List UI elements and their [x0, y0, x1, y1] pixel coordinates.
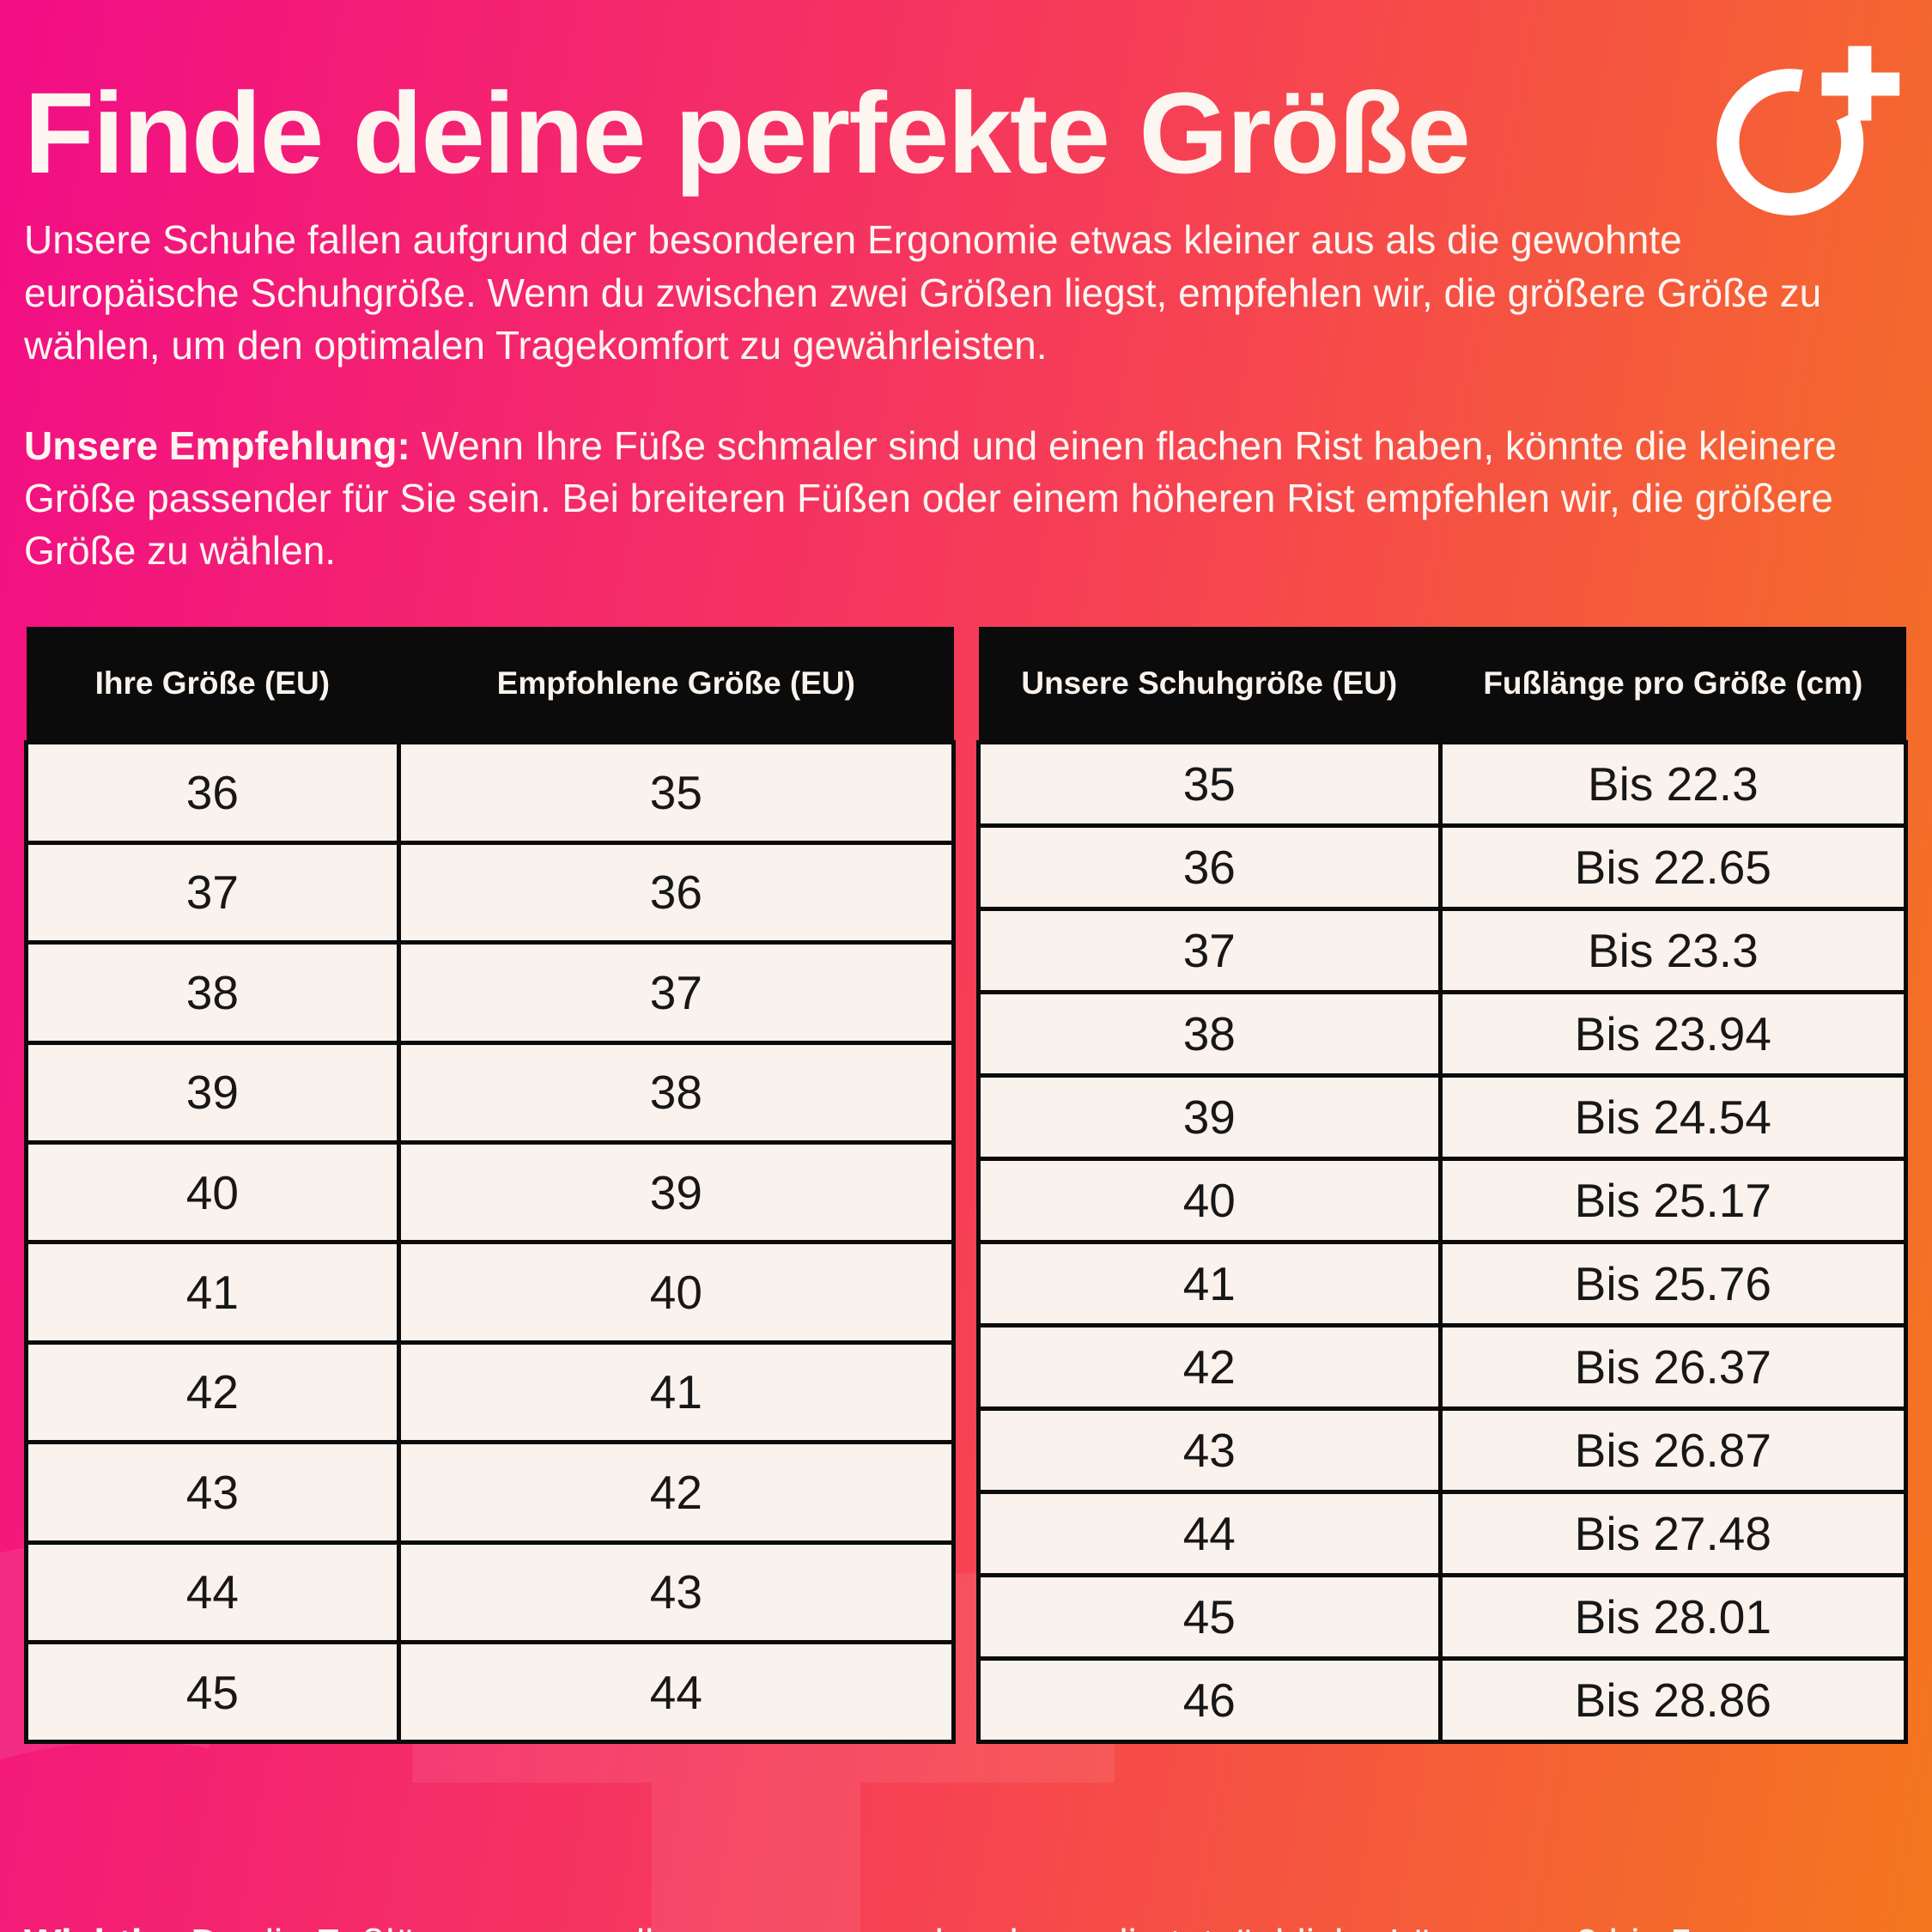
table-cell: 42	[396, 1440, 957, 1545]
table-cell: 36	[976, 823, 1443, 912]
table-row: 44 43	[24, 1540, 957, 1644]
table-cell: Bis 27.48	[1437, 1490, 1909, 1578]
table-cell: 38	[24, 940, 401, 1045]
column-header-our-shoe-size: Unsere Schuhgröße (EU)	[978, 627, 1441, 743]
table-cell: Bis 28.01	[1437, 1573, 1909, 1662]
table-cell: 43	[396, 1540, 957, 1644]
table-row: 37 36	[24, 840, 957, 945]
table-row: 37 Bis 23.3	[976, 907, 1909, 995]
important-note: Wichtig: Da die Fußlängen manuell gemess…	[24, 1916, 1908, 1932]
table-row: 40 Bis 25.17	[976, 1157, 1909, 1245]
table-row: 36 35	[24, 740, 957, 845]
table-cell: 36	[24, 740, 401, 845]
table-row: 44 Bis 27.48	[976, 1490, 1909, 1578]
table-cell: Bis 26.37	[1437, 1323, 1909, 1412]
table-cell: 35	[976, 740, 1443, 829]
table-row: 36 Bis 22.65	[976, 823, 1909, 912]
column-header-foot-length: Fußlänge pro Größe (cm)	[1440, 627, 1906, 743]
table-row: 41 40	[24, 1240, 957, 1345]
table-cell: 37	[976, 907, 1443, 995]
recommendation-label: Unsere Empfehlung:	[24, 422, 410, 468]
foot-length-table: Unsere Schuhgröße (EU) Fußlänge pro Größ…	[976, 627, 1909, 1745]
table-header-row: Unsere Schuhgröße (EU) Fußlänge pro Größ…	[978, 627, 1906, 743]
page-title: Finde deine perfekte Größe	[24, 70, 1471, 197]
table-row: 45 44	[24, 1639, 957, 1745]
table-row: 42 41	[24, 1340, 957, 1445]
table-row: 41 Bis 25.76	[976, 1240, 1909, 1328]
table-row: 38 37	[24, 940, 957, 1045]
table-cell: 42	[976, 1323, 1443, 1412]
table-cell: 41	[396, 1340, 957, 1445]
table-cell: 35	[396, 740, 957, 845]
table-cell: Bis 26.87	[1437, 1406, 1909, 1495]
table-row: 43 Bis 26.87	[976, 1406, 1909, 1495]
table-cell: 38	[976, 990, 1443, 1078]
table-body: 36 35 37 36 38 37 39 38 40 39 41 40 42 41 43 42 44 43 45 44	[24, 740, 957, 1745]
circle-plus-logo-icon	[1716, 46, 1900, 216]
intro-paragraph: Unsere Schuhe fallen aufgrund der besond…	[24, 214, 1908, 372]
table-cell: Bis 22.3	[1437, 740, 1909, 829]
intro-text: Unsere Schuhe fallen aufgrund der besond…	[24, 217, 1822, 368]
table-cell: 45	[976, 1573, 1443, 1662]
table-cell: 36	[396, 840, 957, 945]
column-header-your-size: Ihre Größe (EU)	[26, 627, 399, 743]
table-cell: Bis 22.65	[1437, 823, 1909, 912]
table-cell: Bis 25.76	[1437, 1240, 1909, 1328]
table-cell: 37	[396, 940, 957, 1045]
column-header-recommended-size: Empfohlene Größe (EU)	[398, 627, 954, 743]
table-cell: Bis 23.94	[1437, 990, 1909, 1078]
table-cell: 42	[24, 1340, 401, 1445]
table-cell: Bis 28.86	[1437, 1656, 1909, 1745]
recommendation-text: Wenn Ihre Füße schmaler sind und einen f…	[24, 422, 1838, 574]
table-cell: 40	[396, 1240, 957, 1345]
table-cell: Bis 23.3	[1437, 907, 1909, 995]
table-cell: 38	[396, 1040, 957, 1145]
table-cell: 37	[24, 840, 401, 945]
important-note-label: Wichtig:	[24, 1921, 179, 1932]
table-row: 42 Bis 26.37	[976, 1323, 1909, 1412]
table-cell: 39	[24, 1040, 401, 1145]
table-cell: 40	[24, 1139, 401, 1245]
important-note-text: Da die Fußlängen manuell gemessen werden…	[24, 1921, 1770, 1932]
table-row: 35 Bis 22.3	[976, 740, 1909, 829]
size-tables-section: Ihre Größe (EU) Empfohlene Größe (EU) 36…	[24, 627, 1909, 1745]
table-cell: 40	[976, 1157, 1443, 1245]
table-cell: Bis 25.17	[1437, 1157, 1909, 1245]
table-cell: 41	[976, 1240, 1443, 1328]
table-row: 43 42	[24, 1440, 957, 1545]
table-body: 35 Bis 22.3 36 Bis 22.65 37 Bis 23.3 38 Bis 23.…	[976, 740, 1909, 1745]
size-conversion-table: Ihre Größe (EU) Empfohlene Größe (EU) 36…	[24, 627, 957, 1745]
table-row: 38 Bis 23.94	[976, 990, 1909, 1078]
table-cell: 44	[976, 1490, 1443, 1578]
table-cell: 44	[24, 1540, 401, 1644]
table-header-row: Ihre Größe (EU) Empfohlene Größe (EU)	[26, 627, 954, 743]
table-cell: 46	[976, 1656, 1443, 1745]
table-cell: 41	[24, 1240, 401, 1345]
table-cell: 43	[24, 1440, 401, 1545]
table-row: 40 39	[24, 1139, 957, 1245]
recommendation-paragraph: Unsere Empfehlung: Wenn Ihre Füße schmal…	[24, 420, 1908, 578]
table-header: Ihre Größe (EU) Empfohlene Größe (EU)	[26, 627, 954, 743]
table-row: 45 Bis 28.01	[976, 1573, 1909, 1662]
table-cell: 43	[976, 1406, 1443, 1495]
table-row: 39 38	[24, 1040, 957, 1145]
table-cell: 39	[396, 1139, 957, 1245]
table-row: 39 Bis 24.54	[976, 1073, 1909, 1162]
table-row: 46 Bis 28.86	[976, 1656, 1909, 1745]
table-header: Unsere Schuhgröße (EU) Fußlänge pro Größ…	[978, 627, 1906, 743]
table-cell: Bis 24.54	[1437, 1073, 1909, 1162]
table-cell: 44	[396, 1639, 957, 1745]
table-cell: 39	[976, 1073, 1443, 1162]
table-cell: 45	[24, 1639, 401, 1745]
